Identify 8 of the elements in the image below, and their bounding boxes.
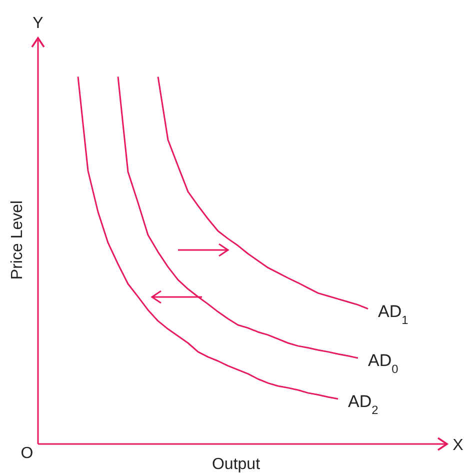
- x-axis-title: Output: [212, 456, 261, 473]
- series-label: AD$_{1}$: [378, 302, 409, 327]
- series-label: AD$_{0}$: [368, 351, 399, 376]
- y-axis-title: Price Level: [9, 200, 26, 280]
- series-label: AD$_{2}$: [348, 392, 379, 417]
- text: O: [20, 445, 34, 462]
- text: X: [452, 437, 464, 454]
- text: Y: [32, 15, 44, 32]
